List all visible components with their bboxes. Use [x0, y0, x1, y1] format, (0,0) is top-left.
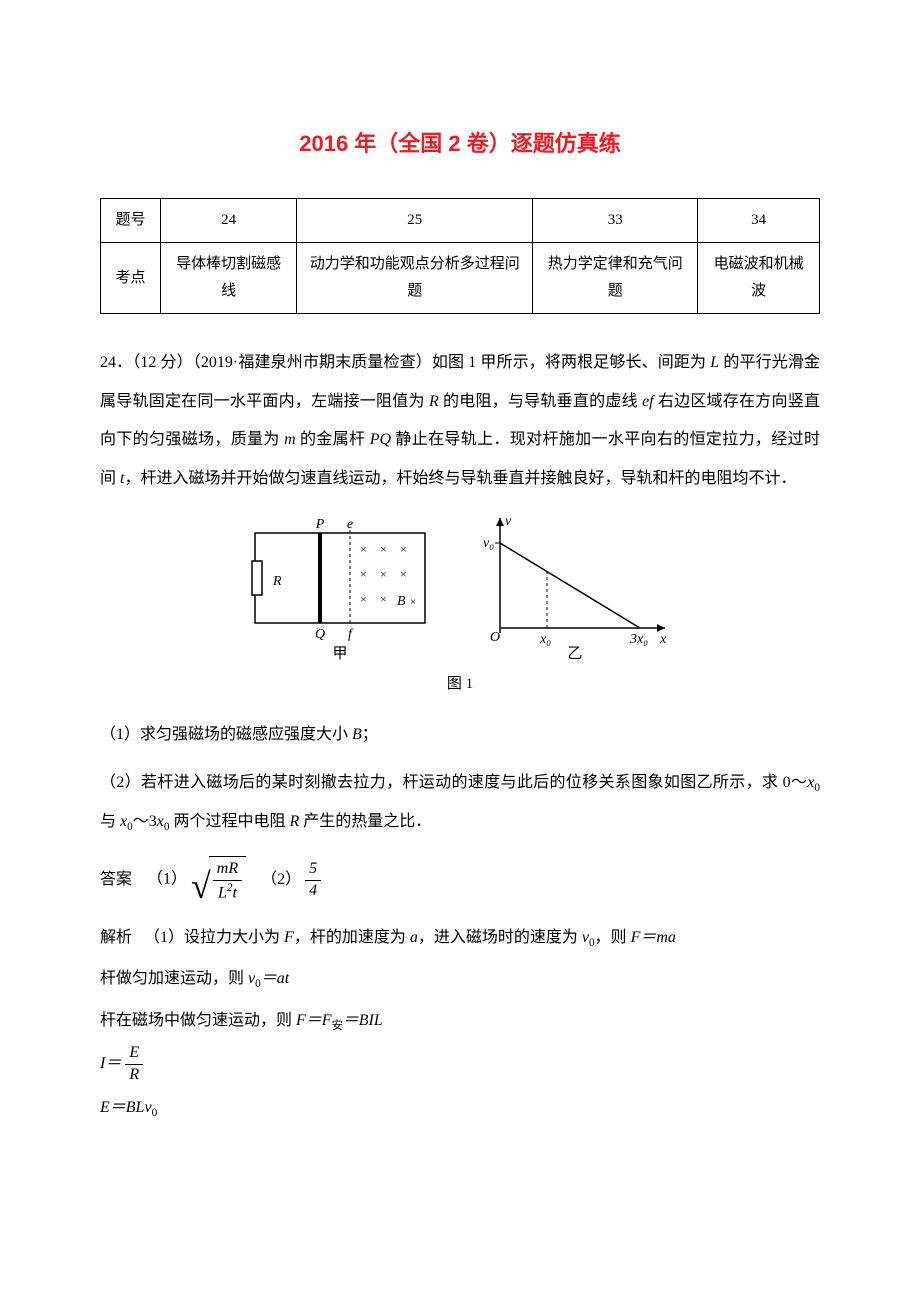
col-topic: 动力学和功能观点分析多过程问题	[297, 243, 533, 314]
solution-last-line: E＝BLv0	[100, 1089, 820, 1127]
svg-text:B: B	[397, 594, 406, 609]
table-row: 考点 导体棒切割磁感线 动力学和功能观点分析多过程问题 热力学定律和充气问题 电…	[101, 243, 820, 314]
problem-source: 2019·福建泉州市期末质量检查	[201, 354, 416, 371]
svg-text:O: O	[490, 630, 500, 645]
svg-text:R: R	[272, 574, 282, 589]
solution-line-3: 杆在磁场中做匀速运动，则 F＝F安＝BIL	[100, 1002, 820, 1040]
solution-line-2: 杆做匀加速运动，则 v0＝at	[100, 960, 820, 998]
svg-text:×: ×	[400, 567, 407, 581]
svg-text:×: ×	[360, 592, 367, 606]
question-1: （1）求匀强磁场的磁感应强度大小 B；	[100, 716, 820, 754]
svg-text:×: ×	[410, 596, 416, 608]
figure-caption: 图 1	[100, 668, 820, 701]
answer-2: （2） 5 4	[261, 859, 321, 902]
topic-table: 题号 24 25 33 34 考点 导体棒切割磁感线 动力学和功能观点分析多过程…	[100, 198, 820, 314]
svg-text:×: ×	[360, 567, 367, 581]
answer-1: （1） √ mR L2t	[147, 856, 246, 904]
solution-line-1: 解析 （1）设拉力大小为 F，杆的加速度为 a，进入磁场时的速度为 v0，则 F…	[100, 919, 820, 957]
svg-text:x: x	[659, 632, 667, 647]
svg-text:乙: 乙	[567, 646, 582, 662]
svg-text:×: ×	[400, 542, 407, 556]
svg-text:Q: Q	[315, 627, 325, 642]
problem-number: 24	[100, 354, 116, 371]
svg-text:v₀: v₀	[483, 536, 494, 551]
col-topic: 热力学定律和充气问题	[533, 243, 698, 314]
col-number: 24	[161, 199, 297, 243]
col-number: 25	[297, 199, 533, 243]
svg-text:f: f	[348, 627, 354, 642]
answer-line: 答案 （1） √ mR L2t （2） 5 4	[100, 856, 820, 904]
var-m: m	[284, 431, 296, 448]
question-2: （2）若杆进入磁场后的某时刻撤去拉力，杆运动的速度与此后的位移关系图象如图乙所示…	[100, 764, 820, 841]
col-topic: 导体棒切割磁感线	[161, 243, 297, 314]
velocity-graph: v v₀ O x₀ 3x₀ x 乙	[475, 513, 675, 663]
problem-statement: 24．（12 分）（2019·福建泉州市期末质量检查）如图 1 甲所示，将两根足…	[100, 344, 820, 498]
svg-text:甲: 甲	[332, 646, 347, 662]
table-row: 题号 24 25 33 34	[101, 199, 820, 243]
svg-text:×: ×	[360, 542, 367, 556]
var-ef: ef	[642, 393, 654, 410]
svg-text:e: e	[347, 517, 353, 532]
col-topic: 电磁波和机械波	[698, 243, 820, 314]
svg-text:3x₀: 3x₀	[629, 632, 648, 647]
col-number: 33	[533, 199, 698, 243]
header-topic: 考点	[101, 243, 161, 314]
svg-text:P: P	[315, 517, 325, 532]
col-number: 34	[698, 199, 820, 243]
svg-text:v: v	[505, 514, 512, 529]
header-number: 题号	[101, 199, 161, 243]
solution-label: 解析	[100, 929, 132, 946]
svg-text:x₀: x₀	[539, 632, 551, 647]
problem-points: 12 分	[140, 354, 176, 371]
svg-text:×: ×	[380, 542, 387, 556]
var-PQ: PQ	[370, 431, 391, 448]
var-L: L	[710, 354, 719, 371]
circuit-diagram: P Q e f R × × × × × × × × B × 甲	[245, 513, 435, 663]
page-title: 2016 年（全国 2 卷）逐题仿真练	[100, 120, 820, 168]
svg-text:×: ×	[380, 567, 387, 581]
figure-container: P Q e f R × × × × × × × × B × 甲 v v₀ O x₀ 3x₀…	[100, 513, 820, 663]
svg-text:×: ×	[380, 592, 387, 606]
solution-frac-line: I＝ E R	[100, 1043, 820, 1086]
var-R: R	[429, 393, 439, 410]
answer-label: 答案	[100, 862, 132, 897]
